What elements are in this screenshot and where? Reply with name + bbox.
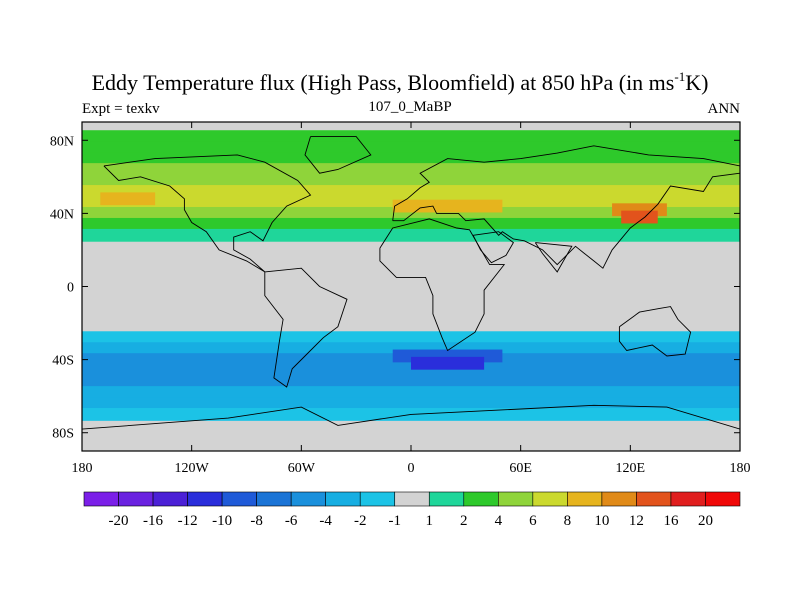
field-band-18 bbox=[82, 375, 740, 388]
y-tick-label-3: 40S bbox=[52, 354, 74, 369]
colorbar-swatch-6 bbox=[290, 491, 326, 507]
outline-greenland bbox=[304, 136, 372, 174]
colorbar-label-1: -16 bbox=[143, 513, 163, 529]
field-band-0 bbox=[82, 130, 740, 144]
colorbar-swatch-8 bbox=[359, 491, 396, 507]
colorbar-label-4: -8 bbox=[250, 513, 263, 529]
chart-title: Eddy Temperature flux (High Pass, Bloomf… bbox=[92, 69, 709, 95]
outline-arabia bbox=[472, 231, 514, 264]
colorbar-label-2: -12 bbox=[178, 513, 198, 529]
outline-south-america bbox=[264, 267, 348, 388]
field-band-5 bbox=[82, 185, 740, 198]
field-band-20 bbox=[82, 397, 740, 410]
colorbar-label-0: -20 bbox=[109, 513, 129, 529]
x-tick-label-0: 180 bbox=[72, 461, 93, 476]
colorbar-swatch-12 bbox=[498, 491, 534, 507]
colorbar-swatch-3 bbox=[187, 491, 223, 507]
y-tick-label-0: 80N bbox=[50, 134, 74, 149]
y-tick-label-4: 80S bbox=[52, 427, 74, 442]
colorbar-label-13: 8 bbox=[564, 513, 572, 529]
colorbar-swatch-18 bbox=[705, 491, 741, 507]
colorbar-swatch-13 bbox=[532, 491, 568, 507]
colorbar-label-5: -6 bbox=[285, 513, 298, 529]
outline-antarctica bbox=[82, 404, 740, 430]
colorbar-swatch-0 bbox=[83, 491, 119, 507]
field-band-10 bbox=[100, 192, 156, 206]
x-tick-label-5: 120E bbox=[616, 461, 646, 476]
field-band-7 bbox=[82, 206, 740, 220]
field-band-9 bbox=[82, 228, 740, 242]
field-band-23 bbox=[411, 356, 485, 370]
x-tick-label-3: 0 bbox=[408, 461, 415, 476]
y-tick-label-2: 0 bbox=[67, 281, 74, 296]
colorbar-label-11: 4 bbox=[495, 513, 503, 529]
colorbar: -20 -16 -12 -10 -8 -6 -4 -2 -1 1 2 4 6 8 10 12 16 20 bbox=[83, 491, 741, 529]
colorbar-swatch-16 bbox=[636, 491, 672, 507]
colorbar-swatch-4 bbox=[221, 491, 257, 507]
field-band-11 bbox=[392, 199, 503, 213]
outline-eurasia bbox=[392, 145, 740, 269]
map-plot-area bbox=[82, 122, 740, 451]
colorbar-swatch-1 bbox=[118, 491, 154, 507]
period-label: 107_0_MaBP bbox=[368, 99, 451, 115]
colorbar-label-12: 6 bbox=[529, 513, 537, 529]
outline-australia bbox=[618, 306, 692, 357]
field-band-15 bbox=[82, 342, 740, 356]
x-tick-label-6: 180 bbox=[730, 461, 751, 476]
colorbar-label-16: 16 bbox=[663, 513, 679, 529]
colorbar-swatch-5 bbox=[256, 491, 292, 507]
colorbar-label-6: -4 bbox=[319, 513, 332, 529]
x-tick-label-2: 60W bbox=[288, 461, 316, 476]
field-band-1 bbox=[82, 141, 740, 154]
colorbar-label-7: -2 bbox=[354, 513, 367, 529]
colorbar-swatch-14 bbox=[567, 491, 603, 507]
field-band-3 bbox=[82, 163, 740, 176]
y-tick-label-1: 40N bbox=[50, 207, 74, 222]
colorbar-swatch-7 bbox=[325, 491, 361, 507]
field-band-19 bbox=[82, 386, 740, 399]
map-axes: 180 120W 60W 0 60E 120E 180 80N 40N 0 40S 80S bbox=[50, 122, 751, 476]
outline-india bbox=[534, 242, 573, 273]
season-label: ANN bbox=[708, 101, 741, 117]
colorbar-label-10: 2 bbox=[460, 513, 468, 529]
colorbar-label-17: 20 bbox=[698, 513, 713, 529]
x-tick-label-1: 120W bbox=[175, 461, 210, 476]
colorbar-swatch-9 bbox=[394, 491, 430, 507]
colorbar-label-8: -1 bbox=[388, 513, 401, 529]
colorbar-swatch-2 bbox=[152, 491, 188, 507]
field-band-2 bbox=[82, 152, 740, 165]
colorbar-label-14: 10 bbox=[594, 513, 609, 529]
continent-outlines bbox=[82, 136, 740, 430]
outline-north-america bbox=[103, 154, 312, 273]
x-tick-label-4: 60E bbox=[509, 461, 532, 476]
colorbar-swatch-15 bbox=[601, 491, 637, 507]
colorbar-label-9: 1 bbox=[426, 513, 434, 529]
field-band-17 bbox=[82, 364, 740, 377]
field-band-4 bbox=[82, 174, 740, 187]
colorbar-swatch-10 bbox=[428, 491, 465, 507]
field-band-8 bbox=[82, 217, 740, 231]
colorbar-label-3: -10 bbox=[212, 513, 232, 529]
field-band-14 bbox=[82, 331, 740, 345]
colorbar-swatch-17 bbox=[670, 491, 706, 507]
colorbar-swatch-11 bbox=[463, 491, 499, 507]
outline-africa bbox=[379, 218, 506, 352]
colorbar-label-15: 12 bbox=[629, 513, 644, 529]
experiment-label: Expt = texkv bbox=[82, 101, 160, 117]
